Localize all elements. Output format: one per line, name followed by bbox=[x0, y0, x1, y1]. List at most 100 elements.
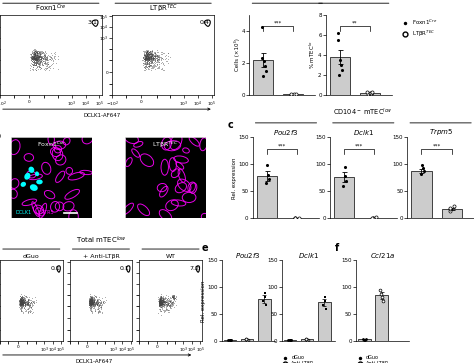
Point bbox=[143, 49, 150, 55]
Point bbox=[34, 60, 42, 65]
Point bbox=[28, 57, 36, 62]
Point bbox=[170, 295, 178, 301]
Point bbox=[32, 61, 39, 67]
Point bbox=[24, 297, 32, 303]
Point bbox=[87, 298, 94, 303]
Point bbox=[93, 302, 100, 308]
Point bbox=[38, 62, 46, 68]
Point bbox=[142, 55, 149, 61]
Point bbox=[23, 294, 30, 300]
Point bbox=[146, 53, 153, 58]
Ellipse shape bbox=[35, 171, 39, 176]
Point bbox=[147, 52, 155, 58]
Point bbox=[142, 55, 150, 61]
Point bbox=[144, 54, 152, 60]
Point bbox=[17, 296, 24, 302]
Point bbox=[27, 305, 35, 310]
Text: CD104$^-$ mTEC$^{low}$: CD104$^-$ mTEC$^{low}$ bbox=[333, 107, 393, 118]
Point bbox=[158, 296, 166, 302]
Point bbox=[30, 55, 38, 61]
Point bbox=[156, 301, 164, 307]
Point bbox=[163, 303, 170, 309]
Point bbox=[144, 50, 152, 56]
Point bbox=[33, 60, 41, 65]
Point bbox=[167, 300, 175, 306]
Point bbox=[50, 53, 57, 59]
Point bbox=[143, 49, 151, 54]
Point bbox=[141, 52, 149, 58]
Point bbox=[18, 297, 25, 303]
Point bbox=[150, 55, 158, 61]
Point bbox=[86, 299, 93, 305]
Point bbox=[172, 294, 180, 299]
Point bbox=[157, 301, 164, 306]
Point bbox=[86, 291, 94, 297]
Point bbox=[156, 298, 164, 304]
Point bbox=[29, 56, 37, 62]
Point bbox=[149, 54, 156, 60]
Point bbox=[32, 55, 39, 61]
Point bbox=[150, 54, 157, 60]
Point bbox=[140, 49, 148, 55]
Point bbox=[51, 53, 59, 59]
Point bbox=[49, 61, 56, 67]
Point bbox=[158, 297, 165, 302]
Point bbox=[156, 302, 164, 308]
Point bbox=[34, 54, 42, 60]
Point bbox=[154, 56, 161, 62]
Point bbox=[87, 304, 95, 310]
Point bbox=[20, 299, 27, 305]
Point bbox=[18, 308, 25, 314]
Point bbox=[418, 163, 426, 168]
Point bbox=[92, 298, 100, 303]
Point bbox=[87, 300, 95, 306]
Point bbox=[87, 298, 95, 303]
Point bbox=[147, 59, 155, 65]
Point bbox=[170, 294, 177, 300]
Point bbox=[86, 299, 94, 305]
Point bbox=[89, 301, 96, 307]
Point bbox=[35, 54, 43, 60]
Point bbox=[18, 301, 25, 307]
Point bbox=[157, 60, 165, 66]
Point bbox=[17, 299, 24, 305]
Point bbox=[27, 51, 35, 57]
Point bbox=[90, 296, 98, 302]
Point bbox=[35, 54, 43, 60]
Point bbox=[158, 302, 165, 308]
Point bbox=[19, 298, 27, 303]
Point bbox=[34, 59, 41, 65]
Point bbox=[151, 56, 158, 62]
Point bbox=[170, 296, 177, 302]
Point bbox=[153, 57, 161, 63]
Point bbox=[142, 54, 150, 60]
Point bbox=[34, 56, 41, 62]
Point bbox=[39, 57, 46, 62]
Point bbox=[94, 300, 101, 306]
Point bbox=[141, 61, 149, 66]
Point bbox=[16, 301, 24, 307]
Point bbox=[36, 60, 44, 65]
Point bbox=[162, 295, 169, 301]
Point bbox=[157, 297, 164, 303]
Point bbox=[32, 60, 40, 66]
Point bbox=[37, 50, 45, 56]
Bar bbox=[358, 339, 371, 341]
Point bbox=[159, 294, 166, 300]
Point bbox=[33, 48, 40, 54]
Point bbox=[31, 56, 38, 61]
Point bbox=[33, 51, 41, 57]
Point bbox=[42, 57, 50, 62]
Point bbox=[18, 299, 26, 305]
Point bbox=[419, 165, 426, 171]
Point bbox=[151, 59, 158, 65]
Point bbox=[35, 54, 43, 60]
Point bbox=[17, 299, 25, 305]
Point bbox=[32, 49, 40, 55]
Point bbox=[141, 52, 149, 57]
Title: $\it{Trpm5}$: $\it{Trpm5}$ bbox=[428, 127, 453, 138]
Point bbox=[51, 50, 58, 56]
Point bbox=[85, 296, 93, 302]
Point bbox=[27, 306, 35, 311]
Point bbox=[30, 59, 38, 65]
